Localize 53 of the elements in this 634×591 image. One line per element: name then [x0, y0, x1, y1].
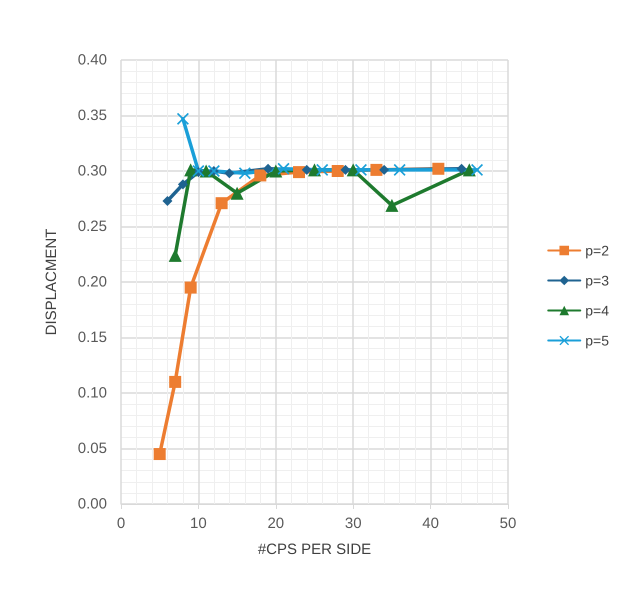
y-tick-label: 0.20 — [78, 274, 107, 290]
point — [162, 196, 172, 206]
y-tick-label: 0.40 — [78, 52, 107, 68]
legend-label: p=2 — [585, 242, 610, 258]
point — [254, 169, 266, 182]
point — [169, 376, 182, 388]
point — [168, 248, 182, 262]
point — [278, 162, 290, 175]
x-tick-label: 10 — [190, 515, 207, 532]
point — [354, 164, 367, 176]
legend-label: p=3 — [585, 272, 610, 288]
x-tick-label: 40 — [422, 515, 439, 532]
y-tick-label: 0.00 — [78, 496, 107, 512]
point — [370, 164, 382, 176]
point — [302, 164, 312, 175]
point — [308, 163, 321, 176]
point — [216, 197, 228, 210]
point — [154, 448, 166, 460]
y-tick-label: 0.30 — [78, 162, 107, 180]
y-axis-title: DISPLACMENT — [43, 228, 60, 336]
point — [269, 164, 282, 178]
point — [293, 166, 306, 178]
x-tick-label: 0 — [116, 515, 126, 532]
point — [176, 112, 189, 125]
y-tick-label: 0.35 — [78, 107, 107, 124]
y-tick-label: 0.10 — [78, 384, 107, 402]
point — [456, 164, 467, 174]
y-tick-label: 0.05 — [78, 440, 107, 457]
point — [462, 163, 476, 176]
point — [224, 168, 234, 178]
point — [238, 167, 251, 180]
point — [340, 164, 350, 175]
point — [432, 162, 444, 175]
point — [178, 179, 188, 190]
point — [184, 163, 198, 176]
point — [263, 164, 274, 174]
y-tick-label: 0.15 — [78, 329, 107, 346]
y-tick-label: 0.25 — [78, 218, 107, 235]
x-tick-label: 30 — [344, 515, 362, 532]
legend-label: p=5 — [585, 332, 610, 348]
point — [316, 164, 328, 176]
point — [379, 164, 390, 175]
legend-label: p=4 — [585, 302, 610, 318]
point — [332, 165, 344, 177]
point — [230, 186, 244, 200]
point — [346, 163, 360, 176]
point — [184, 282, 197, 294]
x-tick-label: 20 — [267, 515, 284, 532]
point — [394, 164, 406, 176]
point — [471, 164, 484, 176]
x-axis-title: #CPS PER SIDE — [258, 541, 372, 558]
point — [385, 198, 398, 212]
x-tick-label: 50 — [500, 515, 516, 532]
